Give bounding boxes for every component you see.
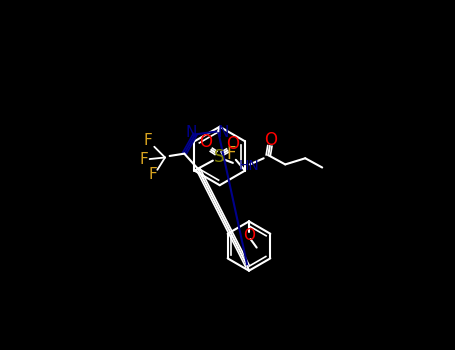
Text: O: O (199, 133, 212, 151)
Text: S: S (214, 148, 224, 166)
Text: O: O (264, 131, 277, 149)
Text: N: N (186, 125, 197, 140)
Text: HN: HN (239, 159, 260, 173)
Text: O: O (243, 228, 255, 243)
Text: F: F (227, 145, 236, 163)
Text: F: F (148, 167, 157, 182)
Text: F: F (144, 133, 152, 148)
Text: N: N (217, 125, 228, 140)
Text: O: O (227, 135, 239, 153)
Text: F: F (139, 152, 148, 167)
